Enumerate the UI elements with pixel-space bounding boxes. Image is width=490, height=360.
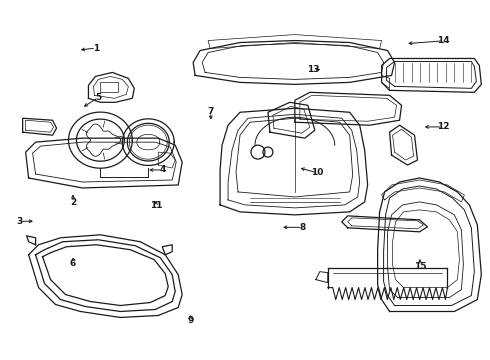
Text: 5: 5 xyxy=(95,93,101,102)
Text: 9: 9 xyxy=(187,316,194,325)
Text: 1: 1 xyxy=(93,44,99,53)
Text: 2: 2 xyxy=(70,198,76,207)
Text: 7: 7 xyxy=(208,107,214,116)
Text: 3: 3 xyxy=(16,217,23,226)
Text: 11: 11 xyxy=(150,201,162,210)
Text: 13: 13 xyxy=(307,65,319,74)
Text: 4: 4 xyxy=(160,166,166,175)
Text: 10: 10 xyxy=(311,168,323,177)
Text: 15: 15 xyxy=(414,262,426,271)
Bar xyxy=(100,82,119,92)
Text: 6: 6 xyxy=(70,259,76,268)
Text: 8: 8 xyxy=(299,223,306,232)
Text: 14: 14 xyxy=(437,36,449,45)
Text: 12: 12 xyxy=(437,122,449,131)
